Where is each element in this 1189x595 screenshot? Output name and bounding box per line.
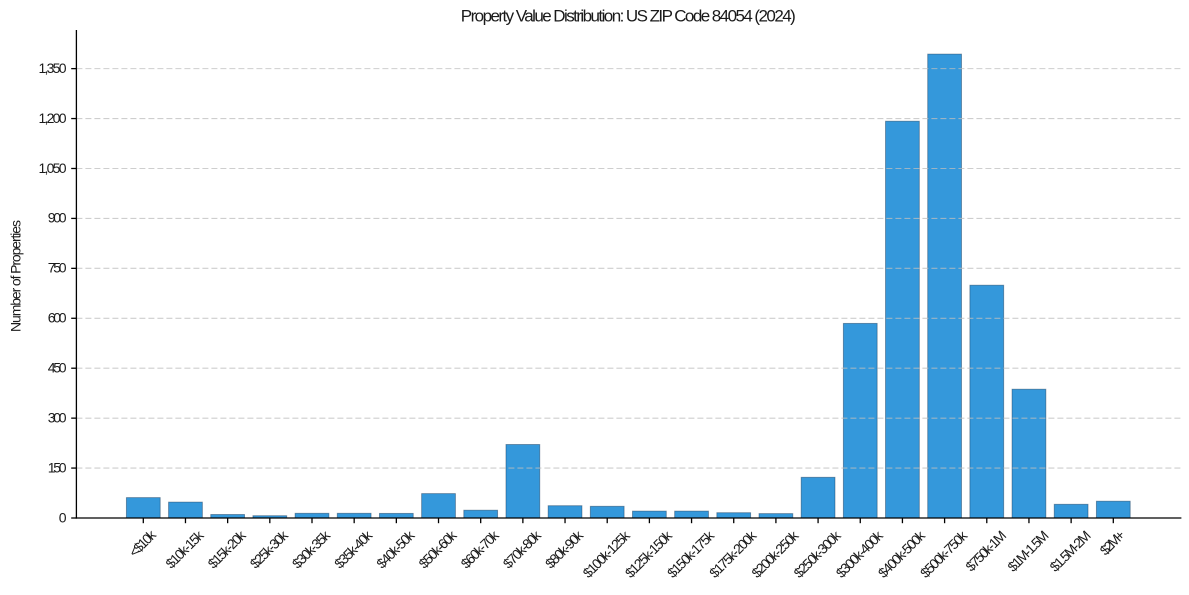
svg-text:Number of Properties: Number of Properties xyxy=(8,220,24,332)
svg-text:0: 0 xyxy=(59,509,67,525)
svg-text:900: 900 xyxy=(48,210,67,226)
svg-text:Property Value Distribution: U: Property Value Distribution: US ZIP Code… xyxy=(461,6,796,25)
svg-text:1,350: 1,350 xyxy=(39,60,67,76)
svg-text:450: 450 xyxy=(48,360,67,376)
svg-text:1,200: 1,200 xyxy=(39,110,67,126)
svg-text:1,050: 1,050 xyxy=(39,160,67,176)
svg-text:600: 600 xyxy=(48,310,67,326)
svg-text:150: 150 xyxy=(48,459,67,475)
svg-text:750: 750 xyxy=(48,260,67,276)
svg-text:300: 300 xyxy=(48,409,67,425)
